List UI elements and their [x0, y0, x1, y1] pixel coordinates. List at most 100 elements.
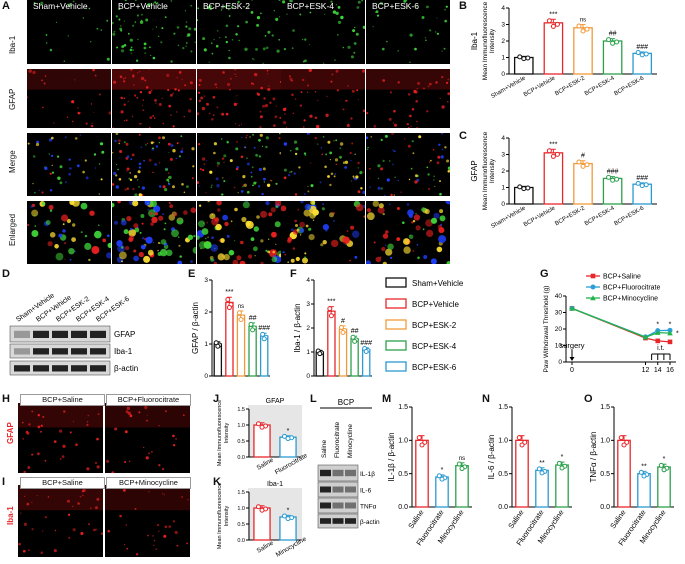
data-point [661, 467, 667, 473]
data-point [525, 185, 531, 191]
blot-band [345, 486, 356, 493]
data-point [621, 442, 627, 448]
data-point [519, 442, 525, 448]
row-label-i-iba1: Iba-1 [6, 506, 15, 525]
data-point [525, 55, 531, 61]
data-point [439, 476, 445, 482]
panel-label-a: A [2, 0, 10, 12]
row-label-h-gfap: GFAP [6, 422, 15, 444]
micrograph-texture [105, 485, 190, 556]
y-tick-label: 1.5 [237, 490, 245, 496]
y-tick-label: 1.0 [237, 423, 245, 429]
data-point [635, 50, 641, 56]
column-header: BCP+ESK-4 [287, 1, 335, 11]
panel-label-k: K [213, 476, 221, 488]
data-point [226, 305, 232, 311]
micrograph-tile [112, 69, 196, 128]
row-label-merge: Merge [8, 150, 17, 173]
y-axis-label: Paw Withdrawal Threshold (g) [543, 286, 550, 373]
blot-header: BCP [338, 398, 354, 407]
panel-label-c: C [459, 130, 467, 142]
column-header: BCP+ESK-6 [372, 1, 420, 11]
micrograph-tile [105, 403, 190, 473]
bar [225, 301, 234, 377]
significance-label: *** [225, 289, 233, 296]
significance-label: ** [641, 463, 647, 470]
y-tick-label: 4 [501, 5, 505, 12]
blot-band [332, 486, 344, 493]
data-point [517, 54, 523, 60]
micrograph-tile [281, 201, 365, 264]
data-point [255, 421, 261, 427]
bar [248, 325, 257, 377]
data-point [642, 334, 649, 340]
data-point [658, 462, 664, 468]
column-header: BCP+Minocycline [106, 477, 191, 489]
y-tick-label: 0.0 [498, 504, 508, 511]
x-tick-label: 0 [570, 367, 574, 374]
chart-b: 01234***ns#####Sham+VehicleBCP+VehicleBC… [470, 1, 657, 100]
band-label: IL-1β [360, 471, 375, 478]
legend-label: BCP+Vehicle [412, 300, 459, 309]
column-header: BCP+Saline [20, 477, 105, 489]
blot-l: BCP Saline Fluorocitrate Minocycline IL-1β IL… [317, 398, 380, 529]
significance-label: ## [249, 315, 257, 322]
data-point [554, 151, 560, 157]
data-point [328, 313, 334, 319]
blot-band [320, 469, 331, 477]
y-tick-label: 0.5 [237, 439, 245, 445]
x-tick-label: BCP+ESK-2 [554, 205, 586, 227]
data-point [639, 183, 645, 189]
data-point [655, 338, 661, 344]
micrograph-tile [18, 403, 103, 473]
y-axis-label: Iba-1 [470, 31, 479, 50]
y-tick-label: 0 [306, 373, 310, 380]
y-tick-label: 2 [306, 325, 310, 332]
x-tick-label: Saline [406, 508, 425, 530]
data-point [606, 174, 612, 180]
column-header: BCP+Saline [20, 394, 105, 406]
micrograph-tile [112, 201, 196, 264]
micrograph-tile [27, 133, 111, 196]
data-point [285, 436, 291, 442]
lane-label: Minocycline [347, 424, 354, 458]
y-tick-label: 1 [306, 349, 310, 356]
significance-label: * [441, 467, 444, 474]
legend-swatch [385, 340, 407, 351]
chart-e: 0 1 2 3 *** ns ##### GFAP / β-actin [191, 277, 270, 380]
y-axis-label: Intensity [224, 506, 230, 527]
panel-label-i: I [2, 476, 6, 488]
micrograph-texture [112, 0, 196, 63]
row-label-gfap: GFAP [8, 88, 17, 110]
data-point [569, 305, 575, 311]
row-label-enlarged: Enlarged [8, 213, 17, 246]
micrograph-tile [366, 69, 450, 128]
y-tick-label: 2 [501, 38, 505, 45]
x-tick-label: BCP+ESK-6 [613, 205, 645, 227]
data-point [259, 507, 265, 513]
micrograph-texture [18, 485, 103, 554]
bar [338, 328, 348, 377]
data-point [610, 40, 616, 46]
x-tick-label: BCP+ESK-2 [554, 75, 586, 97]
legend-label: BCP+ESK-2 [412, 321, 457, 330]
row-label-iba1: Iba-1 [8, 35, 17, 54]
y-tick-label: 4 [501, 135, 505, 142]
panel-label-j: J [213, 393, 220, 405]
blot-band [33, 348, 49, 355]
significance-label: ### [360, 340, 372, 347]
data-point [556, 460, 562, 466]
surgery-arrowhead [569, 357, 575, 361]
micrograph-tile [105, 485, 190, 557]
bar [327, 310, 336, 377]
data-point [667, 339, 673, 345]
data-point [416, 435, 422, 441]
series-line [571, 307, 671, 338]
micrograph-tile [27, 0, 111, 64]
y-tick-label: 3 [501, 22, 505, 29]
column-header: BCP+Vehicle [118, 1, 168, 11]
y-tick-label: 0.5 [398, 471, 408, 478]
y-axis-label: GFAP [470, 160, 479, 181]
blot-band [52, 365, 68, 372]
y-tick-label: 0.5 [237, 522, 245, 528]
